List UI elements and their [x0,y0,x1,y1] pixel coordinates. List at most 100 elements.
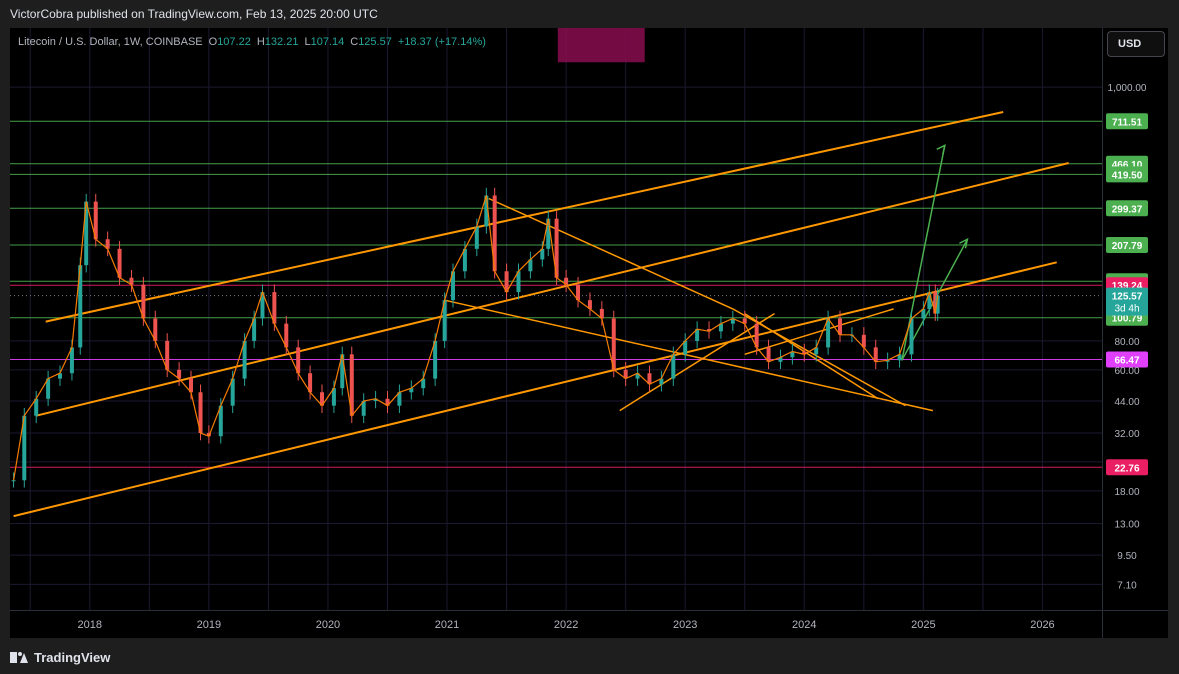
candle-body [528,259,533,272]
candle-body [754,323,759,348]
trendline [35,162,1069,417]
candle-body [909,318,914,355]
candle-body [165,340,170,370]
x-tick-label: 2018 [78,619,102,631]
y-tick-label: 32.00 [1114,429,1139,440]
candle-body [683,340,688,355]
candle-body [576,284,581,301]
candle-body [935,295,940,314]
candle-body [34,398,39,416]
candle-body [778,357,783,362]
candle-body [897,354,902,361]
y-tick-label: 1,000.00 [1108,83,1147,94]
candle-body [308,373,313,393]
candle-body [230,378,235,406]
projection-arrow-icon [959,237,969,249]
candle-body [671,354,676,379]
candle-body [421,378,426,389]
candle-body [790,351,795,358]
brand-name: TradingView [34,650,111,665]
chart-canvas[interactable]: 711.51466.10419.50299.37207.79144.77139.… [10,28,1168,638]
candle-body [242,340,247,379]
candle-body [442,300,447,341]
candle-body [802,351,807,355]
publisher-info: VictorCobra published on TradingView.com… [10,7,378,21]
projection-arrow-icon [936,143,946,155]
trendline [744,308,894,356]
candle-body [826,318,831,348]
candle-body [361,401,366,416]
candle-body [599,308,604,319]
level-price-label: 299.37 [1112,204,1143,215]
candle-body [546,218,551,249]
tradingview-logo[interactable]: TradingView [10,650,110,665]
high-label: H [256,36,265,48]
candle-body [46,378,51,399]
candle-body [707,329,712,332]
candle-body [340,354,345,389]
candle-body [58,373,63,379]
candle-body [450,271,455,301]
candle-body [198,392,203,434]
candle-body [296,347,301,374]
candle-body [69,347,74,374]
x-tick-label: 2020 [316,619,340,631]
trendline [744,312,879,400]
candle-body [742,318,747,324]
level-price-tag [1106,200,1148,217]
candle-body [272,292,277,324]
candle-body [516,271,521,293]
candle-body [861,334,866,348]
level-price-tag [1106,351,1148,368]
low-label: L [304,36,311,48]
open-value: 107.22 [217,36,251,48]
candle-body [623,369,628,379]
x-tick-label: 2022 [554,619,578,631]
level-price-tag [1106,236,1148,253]
level-price-label: 419.50 [1112,170,1143,181]
candle-body [84,201,89,266]
candle-body [540,248,545,260]
candle-body [189,378,194,393]
candle-body [647,373,652,385]
y-tick-label: 9.50 [1117,551,1137,562]
candle-body [105,239,110,249]
trendline [619,312,775,412]
candle-body [11,480,16,482]
y-tick-label: 7.10 [1117,580,1137,591]
candle-body [93,201,98,240]
level-price-label: 100.79 [1112,314,1143,325]
trendline [13,261,1057,518]
chart-frame[interactable]: 711.51466.10419.50299.37207.79144.77139.… [10,28,1168,638]
candle-body [885,360,890,362]
last-price-tag [1106,287,1148,316]
level-price-label: 139.24 [1112,281,1143,292]
candle-body [433,340,438,379]
candle-body [921,308,926,319]
candle-body [153,318,158,341]
y-tick-label: 44.00 [1114,397,1139,408]
candle-body [409,388,414,393]
symbol-name: Litecoin / U.S. Dollar, 1W, COINBASE [18,36,203,48]
candle-body [611,318,616,370]
candle-body [349,354,354,416]
close-value: 125.57 [358,36,392,48]
last-price-label: 125.57 [1112,292,1143,303]
currency-button[interactable]: USD [1107,31,1165,57]
candle-body [252,318,257,341]
price-series [11,187,940,488]
trendlines [13,111,1069,518]
level-price-tag [1106,113,1148,130]
candle-body [814,347,819,355]
candle-body [838,318,843,335]
x-tick-label: 2025 [911,619,935,631]
candle-body [218,405,223,437]
level-price-label: 207.79 [1112,241,1143,252]
candle-body [22,415,27,481]
candle-body [659,378,664,385]
candle-body [695,329,700,341]
candle-body [564,277,569,285]
grid-lines [10,28,1102,610]
candle-body [320,392,324,406]
